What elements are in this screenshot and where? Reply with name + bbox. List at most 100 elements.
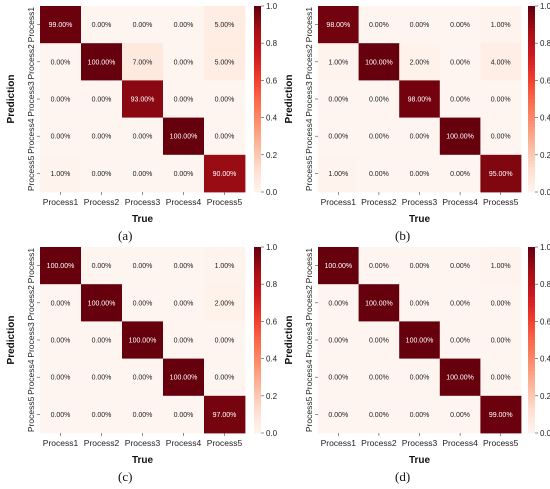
colorbar-segment: [528, 105, 535, 109]
y-axis-title: Prediction: [6, 75, 17, 124]
colorbar-segment: [254, 327, 261, 332]
cell-label-r2-c2: 100.00%: [88, 300, 116, 307]
colorbar-segment: [528, 398, 535, 403]
colorbar-segment: [254, 15, 261, 19]
panel-letter-d: (d): [395, 469, 411, 484]
colorbar-segment: [254, 27, 261, 32]
colorbar-segment: [254, 139, 261, 143]
colorbar-segment: [254, 102, 261, 106]
colorbar-segment: [254, 284, 261, 288]
colorbar-segment: [528, 420, 535, 425]
x-axis-title: True: [409, 455, 431, 466]
cell-label-r2-c1: 0.00%: [51, 300, 71, 307]
cell-label-r4-c1: 0.00%: [51, 375, 71, 382]
heatmap-cell-r3-c1: [318, 321, 359, 359]
x-tick-label-1: Process1: [43, 438, 79, 448]
colorbar-segment: [254, 293, 261, 298]
colorbar-segment: [528, 188, 535, 193]
heatmap-cell-r1-c1: [40, 247, 82, 285]
heatmap-panel-b: 98.00% 0.00% 0.00% 0.00% 1.00% 1.00% 100.00% 2.…: [284, 2, 550, 225]
cell-label-r5-c3: 0.00%: [133, 171, 153, 178]
cell-label-r2-c1: 0.00%: [328, 300, 348, 307]
colorbar-segment: [254, 259, 261, 263]
cell-label-r1-c1: 98.00%: [326, 22, 350, 29]
colorbar-segment: [254, 333, 261, 338]
heatmap-cell-r2-c5: [204, 43, 246, 81]
colorbar-segment: [254, 136, 261, 140]
colorbar-segment: [254, 161, 261, 165]
colorbar-segment: [254, 151, 261, 156]
heatmap-cell-r4-c5: [204, 117, 246, 156]
colorbar-segment: [528, 395, 535, 400]
colorbar-segment: [528, 108, 535, 112]
heatmap-cell-r2-c1: [40, 284, 82, 322]
heatmap-cell-r5-c2: [81, 395, 123, 434]
colorbar-segment: [528, 386, 535, 391]
colorbar-tick-label-6: 1.0: [266, 243, 278, 252]
heatmap-cell-r5-c2: [358, 395, 400, 434]
colorbar-segment: [254, 346, 261, 350]
colorbar-segment: [254, 380, 261, 384]
y-tick-label-1: Process1: [26, 7, 36, 43]
colorbar-segment: [528, 417, 535, 422]
cell-label-r4-c2: 0.00%: [369, 134, 389, 141]
cell-label-r4-c1: 0.00%: [328, 375, 348, 382]
colorbar-segment: [528, 64, 535, 69]
colorbar-segment: [528, 343, 535, 347]
cell-label-r5-c4: 0.00%: [450, 171, 470, 178]
colorbar-segment: [528, 324, 535, 329]
colorbar-segment: [528, 247, 535, 251]
colorbar-segment: [254, 386, 261, 391]
colorbar-segment: [254, 21, 261, 26]
colorbar-segment: [528, 367, 535, 372]
colorbar-tick-label-6: 1.0: [266, 2, 278, 11]
cell-label-r1-c5: 1.00%: [491, 263, 511, 270]
x-tick-label-4: Process4: [166, 197, 202, 207]
colorbar-segment: [528, 142, 535, 146]
colorbar-segment: [528, 61, 535, 66]
colorbar-segment: [528, 148, 535, 153]
colorbar-segment: [254, 420, 261, 425]
colorbar-segment: [528, 389, 535, 394]
colorbar-tick-label-3: 0.4: [540, 114, 550, 123]
heatmap-cell-r1-c5: [480, 6, 522, 44]
colorbar-segment: [254, 358, 261, 363]
cell-label-r2-c2: 100.00%: [88, 59, 116, 66]
cell-label-r2-c1: 0.00%: [51, 59, 71, 66]
heatmap-cell-r5-c4: [439, 154, 481, 193]
colorbar-tick-label-5: 0.8: [540, 280, 550, 289]
heatmap-cell-r3-c2: [81, 80, 123, 118]
colorbar-segment: [254, 429, 261, 434]
colorbar-segment: [528, 256, 535, 260]
colorbar-segment: [528, 126, 535, 131]
colorbar-segment: [528, 340, 535, 344]
colorbar-segment: [528, 265, 535, 270]
cell-label-r3-c1: 0.00%: [51, 97, 71, 104]
colorbar-segment: [528, 27, 535, 32]
y-axis-title: Prediction: [284, 316, 295, 365]
cell-label-r4-c4: 100.00%: [170, 134, 198, 141]
colorbar-segment: [254, 86, 261, 91]
heatmap-cell-r3-c1: [40, 80, 82, 118]
heatmap-cell-r5-c2: [358, 154, 400, 193]
colorbar-segment: [254, 33, 261, 38]
heatmap-cell-r4-c3: [399, 358, 441, 397]
x-tick-label-2: Process2: [361, 197, 397, 207]
colorbar-segment: [528, 86, 535, 91]
heatmap-cell-r4-c1: [40, 117, 82, 156]
colorbar-segment: [254, 408, 261, 412]
heatmap-cell-r1-c3: [399, 6, 441, 44]
heatmap-cell-r5-c1: [40, 395, 82, 434]
colorbar-segment: [254, 64, 261, 69]
cell-label-r1-c5: 1.00%: [215, 263, 235, 270]
colorbar-segment: [528, 268, 535, 273]
colorbar-segment: [254, 126, 261, 131]
y-tick-label-1: Process1: [26, 248, 36, 284]
colorbar-segment: [528, 46, 535, 50]
colorbar-segment: [254, 120, 261, 125]
colorbar-segment: [528, 117, 535, 122]
cell-label-r1-c5: 1.00%: [491, 22, 511, 29]
colorbar-segment: [254, 287, 261, 291]
cell-label-r3-c5: 0.00%: [491, 97, 511, 104]
colorbar-segment: [528, 167, 535, 171]
